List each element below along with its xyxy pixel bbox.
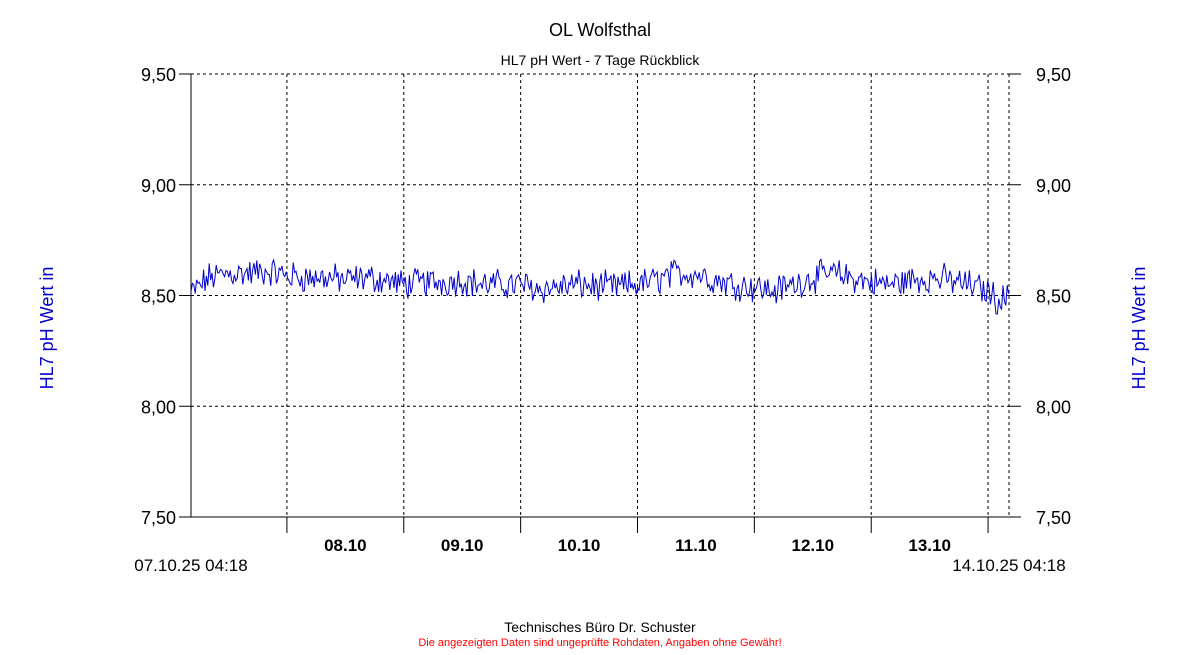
y-axis-label-right: HL7 pH Wert in xyxy=(1129,267,1149,390)
y-axis-label-left: HL7 pH Wert in xyxy=(37,267,57,390)
y-tick-label-right: 9,50 xyxy=(1036,65,1071,85)
x-end-label: 14.10.25 04:18 xyxy=(952,556,1065,575)
x-tick-label: 08.10 xyxy=(324,536,367,555)
chart-subtitle: HL7 pH Wert - 7 Tage Rückblick xyxy=(501,52,701,68)
x-tick-label: 11.10 xyxy=(675,536,717,555)
y-tick-label-left: 7,50 xyxy=(141,508,176,528)
y-tick-label-left: 8,50 xyxy=(141,287,176,307)
y-tick-label-left: 8,00 xyxy=(141,397,176,417)
y-tick-label-right: 8,50 xyxy=(1036,287,1071,307)
x-tick-label: 13.10 xyxy=(908,536,951,555)
y-tick-label-right: 9,00 xyxy=(1036,176,1071,196)
grid-layer xyxy=(191,73,1010,517)
x-tick-label: 10.10 xyxy=(558,536,601,555)
footer-disclaimer: Die angezeigten Daten sind ungeprüfte Ro… xyxy=(418,637,781,649)
label-layer: 7,50 7,50 8,00 8,00 8,50 8,50 9,00 9,00 9,50 9,50… xyxy=(141,65,1071,555)
series-line-ph xyxy=(190,258,1010,315)
x-start-label: 07.10.25 04:18 xyxy=(134,556,247,575)
footer-company: Technisches Büro Dr. Schuster xyxy=(504,619,696,635)
chart-title: OL Wolfsthal xyxy=(549,20,651,40)
y-tick-label-right: 8,00 xyxy=(1036,397,1071,417)
y-tick-label-left: 9,50 xyxy=(141,65,176,85)
x-tick-label: 12.10 xyxy=(792,536,835,555)
axis-layer xyxy=(179,73,1021,533)
y-tick-label-left: 9,00 xyxy=(141,176,176,196)
x-tick-label: 09.10 xyxy=(441,536,484,555)
series-layer xyxy=(190,258,1010,315)
y-tick-label-right: 7,50 xyxy=(1036,508,1071,528)
